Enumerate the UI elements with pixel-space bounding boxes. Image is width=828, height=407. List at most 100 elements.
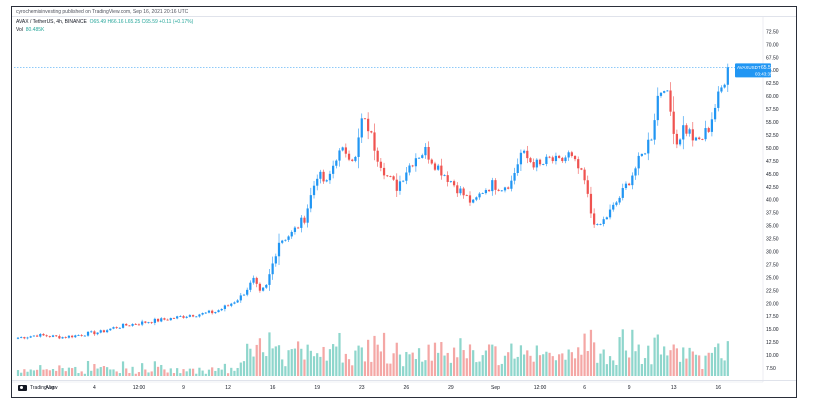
candle-body [386, 175, 389, 177]
volume-bar [583, 333, 586, 376]
candle-body [717, 91, 720, 108]
volume-bar [577, 347, 580, 376]
candle-body [443, 175, 446, 176]
candle-body [424, 146, 427, 156]
volume-bar [402, 366, 405, 376]
volume-bar [478, 361, 481, 376]
volume-bar [698, 355, 701, 376]
volume-bar [338, 332, 341, 376]
volume-bar [185, 371, 188, 376]
price-chart[interactable]: 7.50 10.00 12.50 15.00 17.50 20.00 22.50 25.00 2… [12, 7, 797, 398]
tradingview-brand[interactable]: TradingView [18, 385, 58, 391]
volume-bar [589, 329, 593, 376]
candle-body [392, 176, 395, 180]
candle-body [169, 318, 172, 321]
volume-bar [217, 368, 220, 376]
volume-bar [647, 345, 650, 376]
volume-bar [723, 360, 726, 376]
volume-bar [42, 369, 45, 376]
volume-bar [468, 344, 472, 376]
price-tick-label: 17.50 [766, 314, 779, 320]
volume-bar [427, 344, 430, 376]
candle-body [271, 263, 274, 275]
volume-bar [309, 350, 312, 376]
candle-body [612, 204, 615, 210]
symbol-legend: AVAX / TetherUS, 4h, BINANCE O65.49 H66.… [16, 19, 193, 25]
volume-bar [637, 344, 640, 376]
candle-body [179, 316, 182, 317]
volume-bar [287, 350, 290, 376]
candle-body [640, 153, 643, 156]
candle-body [548, 156, 551, 158]
candle-body [675, 133, 679, 145]
volume-bar [144, 369, 147, 376]
candle-body [615, 202, 618, 205]
volume-bar [621, 329, 624, 376]
candle-body [300, 217, 303, 228]
candle-body [176, 316, 179, 319]
volume-bar [688, 347, 691, 376]
candle-body [26, 337, 29, 339]
volume-bar [484, 350, 488, 376]
candle-body [472, 199, 475, 203]
price-tick-label: 37.50 [766, 211, 779, 217]
candle-body [519, 152, 523, 165]
symbol-name[interactable]: AVAX / TetherUS, 4h, BINANCE [16, 19, 87, 25]
volume-bar [452, 347, 456, 376]
candle-body [39, 333, 42, 337]
price-axis[interactable]: 7.50 10.00 12.50 15.00 17.50 20.00 22.50 25.00 2… [762, 17, 779, 382]
volume-bar [347, 359, 351, 376]
candle-body [500, 190, 503, 192]
volume-bar [277, 345, 281, 376]
candle-body [513, 172, 516, 181]
candle-body [48, 336, 51, 337]
volume-bar [701, 369, 704, 376]
volume-bar [561, 353, 564, 376]
volume-bar [446, 352, 449, 376]
volume-bar [424, 360, 427, 376]
volume-bar [281, 359, 284, 376]
price-tick-label: 42.50 [766, 185, 779, 191]
volume-bar [354, 350, 357, 376]
candle-body [535, 159, 538, 168]
candle-body [669, 90, 672, 112]
volume-bar [494, 346, 497, 376]
volume-bar [710, 352, 714, 376]
volume-bar [417, 348, 421, 376]
volume-bar [182, 369, 185, 376]
candle-body [80, 335, 83, 336]
candle-body [131, 324, 134, 326]
candle-body [83, 335, 86, 337]
volume-bar [74, 366, 77, 376]
volume-bar [274, 346, 277, 376]
candle-body [596, 224, 599, 225]
volume-bar [325, 360, 328, 376]
candle-body [23, 337, 26, 339]
volume-bar [554, 360, 558, 376]
candle-body [558, 155, 561, 158]
volume-bar [462, 350, 465, 376]
volume-bar [370, 361, 373, 376]
candle-body [551, 157, 554, 162]
candle-body [226, 305, 230, 307]
volume-bar [726, 341, 729, 376]
candle-body [538, 159, 542, 165]
volume-bar [322, 346, 325, 376]
volume-bar [214, 370, 217, 376]
candle-body [666, 90, 669, 92]
volume-bar [379, 351, 382, 376]
volume-bar [284, 366, 287, 376]
price-tick-label: 12.50 [766, 340, 779, 346]
volume-bar [290, 349, 293, 376]
volume-bar [408, 354, 411, 376]
volume-bar [239, 362, 242, 376]
volume-bar [316, 353, 319, 376]
candle-body [650, 139, 653, 141]
volume-bar [465, 358, 468, 376]
volume-bar [147, 372, 150, 376]
candle-body [287, 236, 290, 240]
candle-body [522, 150, 526, 153]
candle-body [685, 125, 688, 134]
candle-body [577, 159, 580, 169]
candle-body [529, 158, 532, 163]
